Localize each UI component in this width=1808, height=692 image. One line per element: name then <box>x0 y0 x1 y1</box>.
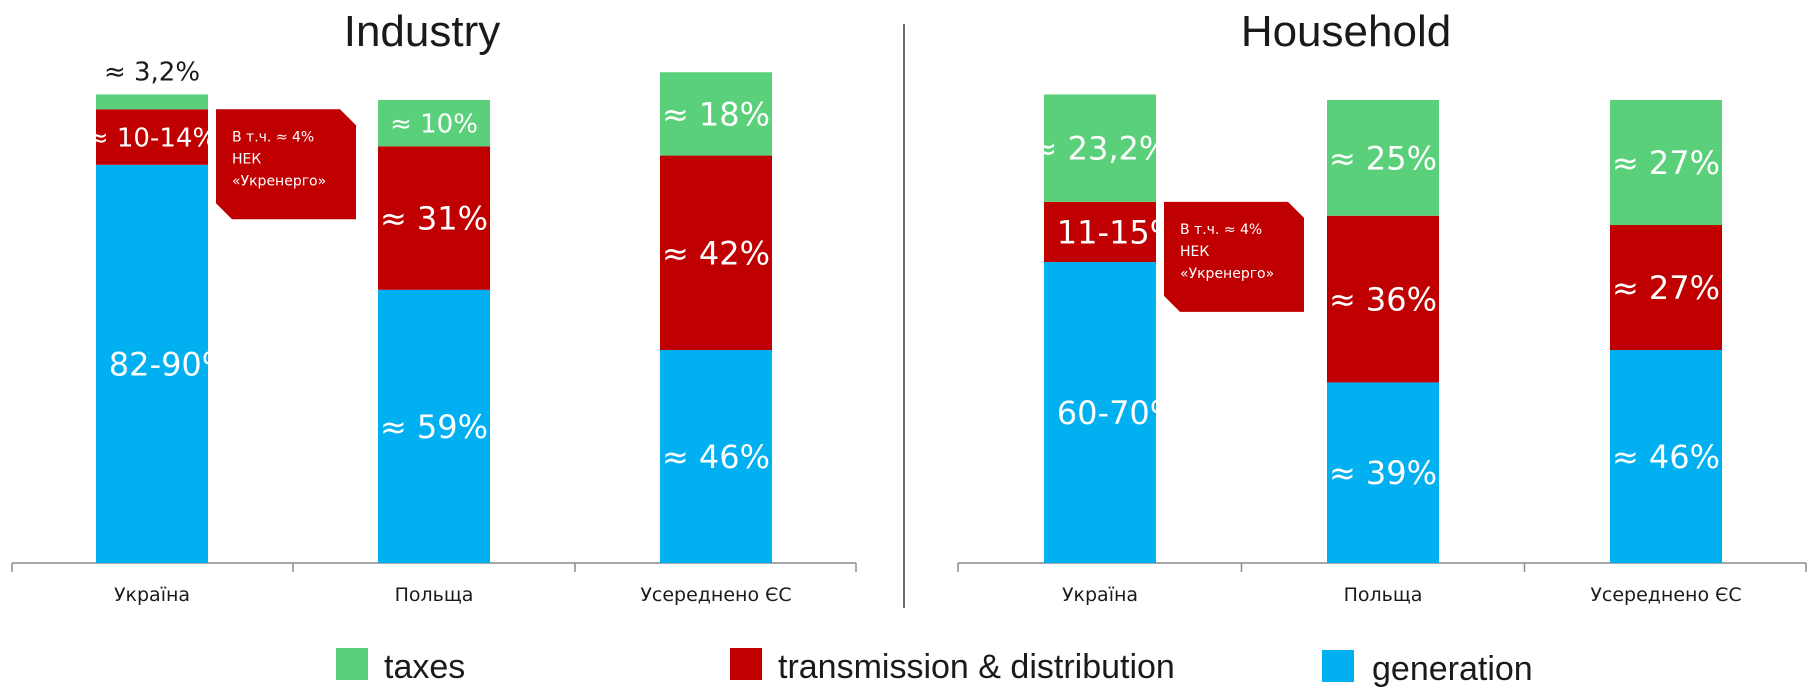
category-label-ukraine: Україна <box>1062 584 1138 606</box>
callout-text: В т.ч. ≈ 4% <box>1180 222 1262 238</box>
category-label-ukraine: Україна <box>114 584 190 606</box>
category-label-poland: Польща <box>1344 584 1423 606</box>
legend-label-taxes: taxes <box>384 648 465 686</box>
data-label-generation-poland: ≈ 59% <box>380 408 488 446</box>
callout-text: НЕК <box>1180 244 1209 260</box>
bar-segment-taxes-eu-average <box>1610 100 1722 226</box>
bar-segment-generation-eu-average <box>1610 350 1722 563</box>
bar-segment-transmission-distribution-eu-average <box>660 155 772 351</box>
bar-segment-transmission-distribution-eu-average <box>1610 225 1722 351</box>
data-label-transmission-distribution-poland: ≈ 31% <box>380 200 488 238</box>
data-label-taxes-eu-average: ≈ 27% <box>1612 144 1720 182</box>
callout-text: «Укренерго» <box>1180 266 1274 282</box>
panel-title-industry: Industry <box>344 7 501 56</box>
legend-label-generation: generation <box>1372 650 1533 688</box>
panel-industry: ≈ 82-90% ≈ 10-14% ≈ 3,2% Україна ≈ 59% ≈ 31% ≈… <box>11 57 857 606</box>
callout-text: НЕК <box>232 151 261 167</box>
data-label-taxes-poland: ≈ 10% <box>390 110 478 140</box>
bar-segment-taxes-poland <box>378 100 490 147</box>
data-label-transmission-distribution-poland: ≈ 36% <box>1329 281 1437 319</box>
data-label-transmission-distribution-eu-average: ≈ 42% <box>662 234 770 272</box>
category-label-eu-average: Усереднено ЄС <box>640 584 791 606</box>
legend: taxes transmission & distribution genera… <box>336 648 1533 688</box>
data-label-transmission-distribution-ukraine: ≈ 10-14% <box>87 123 217 153</box>
bar-segment-transmission-distribution-ukraine <box>96 109 208 165</box>
bar-segment-transmission-distribution-poland <box>378 146 490 290</box>
bar-segment-generation-ukraine <box>96 164 208 563</box>
bar-segment-generation-ukraine <box>1044 262 1156 563</box>
data-label-generation-eu-average: ≈ 46% <box>1612 438 1720 476</box>
data-label-generation-poland: ≈ 39% <box>1329 454 1437 492</box>
bar-segment-taxes-eu-average <box>660 72 772 156</box>
bar-segment-generation-poland <box>1327 382 1439 563</box>
bar-segment-transmission-distribution-poland <box>1327 215 1439 383</box>
bar-segment-taxes-ukraine <box>96 94 208 110</box>
data-label-transmission-distribution-eu-average: ≈ 27% <box>1612 269 1720 307</box>
legend-swatch-taxes <box>336 648 368 680</box>
legend-swatch-transmission-distribution <box>730 648 762 680</box>
category-label-eu-average: Усереднено ЄС <box>1590 584 1741 606</box>
panel-household: ≈ 60-70% ≈ 11-15% ≈ 23,2% Україна ≈ 39% ≈ 36%… <box>957 94 1807 606</box>
bar-segment-generation-poland <box>378 289 490 563</box>
data-label-taxes-ukraine: ≈ 3,2% <box>104 57 200 87</box>
legend-label-transmission-distribution: transmission & distribution <box>778 648 1175 686</box>
bar-segment-taxes-ukraine <box>1044 94 1156 202</box>
chart-panels: ≈ 82-90% ≈ 10-14% ≈ 3,2% Україна ≈ 59% ≈ 31% ≈… <box>11 57 1807 606</box>
data-label-taxes-poland: ≈ 25% <box>1329 139 1437 177</box>
data-label-transmission-distribution-ukraine: ≈ 11-15% <box>1020 213 1180 251</box>
category-label-poland: Польща <box>395 584 474 606</box>
callout-text: В т.ч. ≈ 4% <box>232 129 314 145</box>
data-label-generation-eu-average: ≈ 46% <box>662 438 770 476</box>
bar-segment-transmission-distribution-ukraine <box>1044 201 1156 263</box>
callout-box <box>216 109 356 220</box>
callout-text: «Укренерго» <box>232 173 326 189</box>
data-label-taxes-ukraine: ≈ 23,2% <box>1031 130 1170 168</box>
callout-box <box>1164 201 1304 312</box>
data-label-generation-ukraine: ≈ 60-70% <box>1020 394 1180 432</box>
data-label-taxes-eu-average: ≈ 18% <box>662 95 770 133</box>
bar-segment-taxes-poland <box>1327 100 1439 216</box>
panel-title-household: Household <box>1241 7 1451 56</box>
legend-swatch-generation <box>1322 650 1354 682</box>
data-label-generation-ukraine: ≈ 82-90% <box>72 345 232 383</box>
bar-segment-generation-eu-average <box>660 350 772 563</box>
